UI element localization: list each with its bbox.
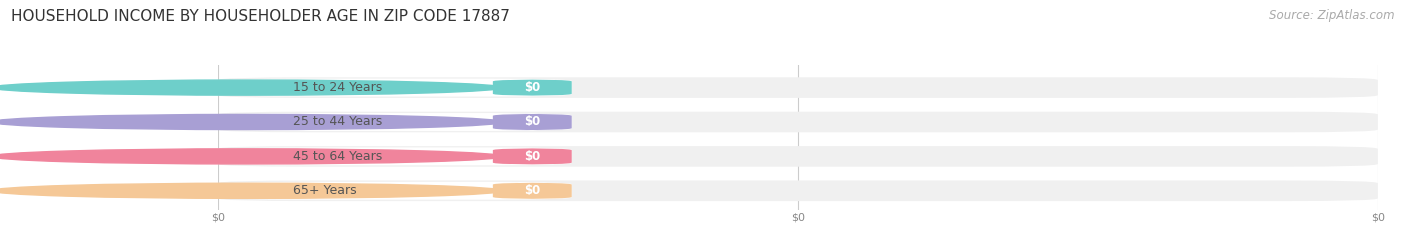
Text: HOUSEHOLD INCOME BY HOUSEHOLDER AGE IN ZIP CODE 17887: HOUSEHOLD INCOME BY HOUSEHOLDER AGE IN Z…: [11, 9, 510, 24]
Text: 15 to 24 Years: 15 to 24 Years: [294, 81, 382, 94]
FancyBboxPatch shape: [218, 77, 1378, 98]
Text: 25 to 44 Years: 25 to 44 Years: [294, 116, 382, 128]
Text: $0: $0: [524, 150, 540, 163]
FancyBboxPatch shape: [224, 147, 572, 165]
Text: Source: ZipAtlas.com: Source: ZipAtlas.com: [1270, 9, 1395, 22]
Circle shape: [0, 149, 502, 164]
Circle shape: [0, 80, 502, 95]
Text: $0: $0: [524, 81, 540, 94]
Text: 45 to 64 Years: 45 to 64 Years: [294, 150, 382, 163]
Text: 65+ Years: 65+ Years: [294, 184, 357, 197]
FancyBboxPatch shape: [494, 79, 572, 96]
FancyBboxPatch shape: [494, 148, 572, 165]
FancyBboxPatch shape: [494, 182, 572, 199]
FancyBboxPatch shape: [218, 112, 1378, 132]
Circle shape: [0, 183, 502, 198]
FancyBboxPatch shape: [224, 79, 572, 96]
FancyBboxPatch shape: [218, 146, 1378, 167]
FancyBboxPatch shape: [224, 182, 572, 200]
FancyBboxPatch shape: [224, 113, 572, 131]
Text: $0: $0: [524, 116, 540, 128]
FancyBboxPatch shape: [218, 181, 1378, 201]
FancyBboxPatch shape: [494, 114, 572, 130]
Circle shape: [0, 114, 502, 130]
Text: $0: $0: [524, 184, 540, 197]
